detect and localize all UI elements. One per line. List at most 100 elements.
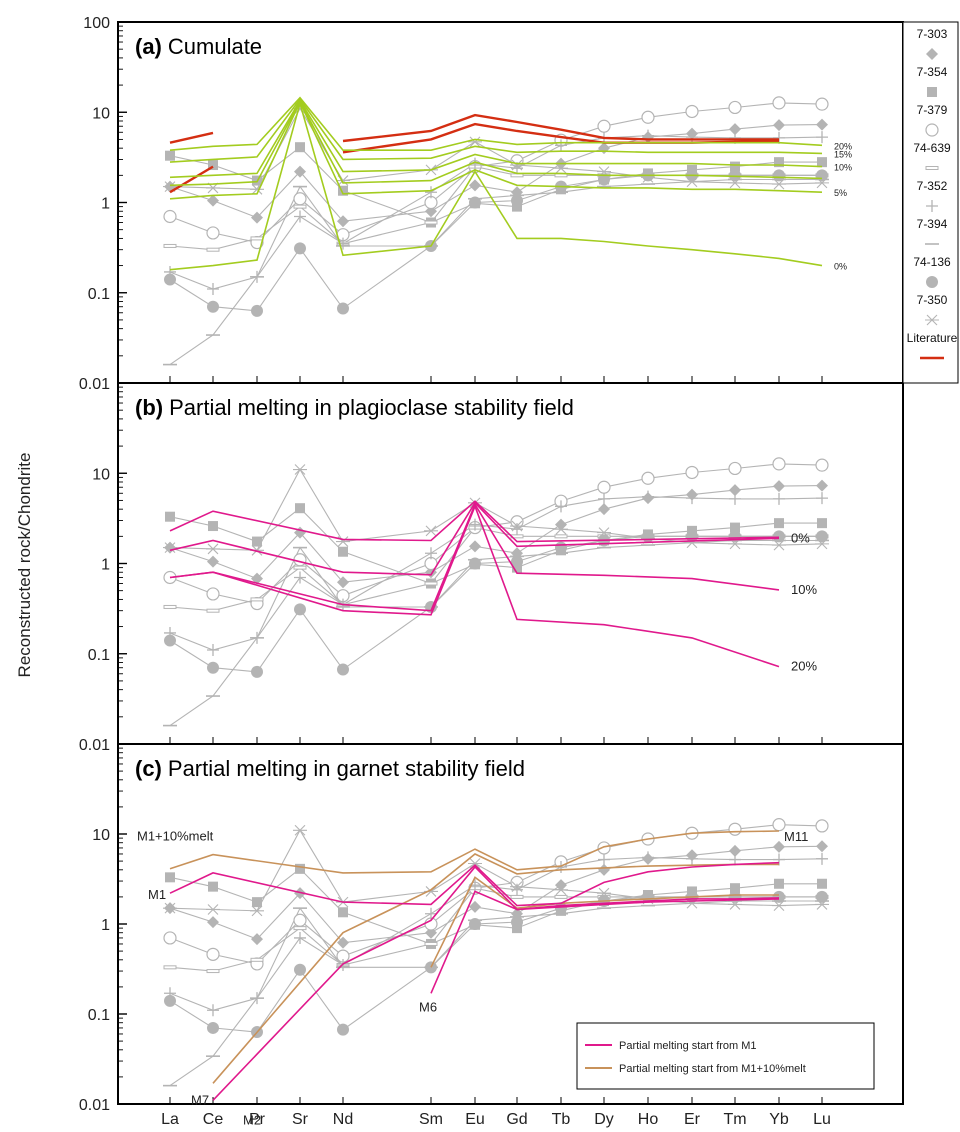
sample-point-7-352 <box>425 907 437 920</box>
sample-point-7-303 <box>773 480 785 493</box>
sample-legend-marker <box>925 166 939 170</box>
sample-point-74-136 <box>555 541 567 554</box>
model-legend-box <box>576 1022 875 1090</box>
y-tick-label: 100 <box>83 15 110 32</box>
panel-b: 10 1 0.1 0.01 0% 10% 20% (b) Partial melting in … <box>79 382 904 754</box>
sample-point-7-303 <box>816 840 828 853</box>
sample-point-74-136 <box>164 273 176 286</box>
panel-c: 10 1 0.1 0.01 M1+10%melt M1 M11 M6 M7 M2 Partial m… <box>79 743 904 1127</box>
sample-point-7-354 <box>338 185 348 196</box>
model-line-20% <box>169 96 823 151</box>
sample-point-7-354 <box>512 923 522 934</box>
sample-point-74-136 <box>642 890 654 903</box>
sample-point-7-352 <box>816 492 828 505</box>
model-line-5% <box>169 100 823 200</box>
sample-point-7-379 <box>728 822 742 836</box>
sample-point-7-350 <box>554 523 568 535</box>
sample-point-74-136 <box>511 194 523 207</box>
sample-point-7-354 <box>208 881 218 892</box>
sample-point-7-303 <box>207 916 219 929</box>
sample-point-7-352 <box>207 644 219 657</box>
sample-point-7-350 <box>597 887 611 899</box>
sample-point-7-350 <box>510 881 524 893</box>
sample-legend-label: 74-136 <box>913 255 951 269</box>
sample-point-74-639 <box>424 581 438 586</box>
sample-point-7-352 <box>469 518 481 531</box>
sample-point-7-379 <box>163 931 177 945</box>
sample-point-7-350 <box>597 527 611 538</box>
sample-legend-label: 7-350 <box>917 293 948 307</box>
sample-point-7-379 <box>641 110 655 124</box>
sample-point-7-303 <box>598 503 610 516</box>
sample-point-7-352 <box>686 492 698 505</box>
y-tick-label: 1 <box>101 557 110 574</box>
sample-legend-label: 74-639 <box>913 141 951 155</box>
sample-point-7-303 <box>207 194 219 207</box>
sample-point-74-639 <box>424 941 438 946</box>
sample-legend-label: 7-352 <box>917 179 948 193</box>
model-legend: Partial melting start from M1 Partial mel… <box>576 1022 875 1090</box>
sample-point-7-350 <box>293 464 307 475</box>
sample-point-7-303 <box>469 900 481 913</box>
sample-point-7-303 <box>598 142 610 155</box>
y-tick-label: 1 <box>101 196 110 213</box>
sample-point-7-303 <box>773 119 785 132</box>
sample-point-74-136 <box>816 169 828 182</box>
sample-point-74-136 <box>469 557 481 570</box>
sample-point-7-354 <box>817 157 827 168</box>
sample-point-7-352 <box>642 851 654 864</box>
panel-a: 100 10 1 0.1 0.01 20%15% 10% 5% 0% (a) Cumulate <box>79 15 904 393</box>
sample-point-7-303 <box>729 844 741 857</box>
sample-point-7-350 <box>641 171 655 183</box>
sample-point-7-354 <box>730 522 740 533</box>
annotation-label: M11 <box>784 829 808 844</box>
model-label: 20% <box>834 141 852 151</box>
sample-point-74-136 <box>164 634 176 647</box>
panel-title: (c) Partial melting in garnet stability f… <box>135 756 525 781</box>
sample-point-7-352 <box>729 853 741 866</box>
sample-point-7-354 <box>208 521 218 532</box>
sample-point-7-354 <box>252 897 262 908</box>
sample-point-7-350 <box>206 543 220 555</box>
annotation-label: M7 <box>191 1092 209 1107</box>
sample-point-7-354 <box>774 518 784 529</box>
sample-point-7-303 <box>207 555 219 568</box>
sample-point-7-352 <box>511 523 523 536</box>
sample-point-74-136 <box>773 169 785 182</box>
sample-point-7-352 <box>816 131 828 144</box>
model-label: 20% <box>791 659 817 674</box>
sample-point-7-379 <box>728 461 742 476</box>
x-tick-label: Ce <box>203 1111 224 1128</box>
model-line-5 <box>430 890 780 994</box>
sample-point-74-136 <box>294 242 306 255</box>
sample-point-7-379 <box>424 195 438 210</box>
sample-point-7-350 <box>554 884 568 896</box>
sample-point-7-354 <box>252 536 262 547</box>
y-tick-label: 0.1 <box>88 647 110 664</box>
sample-point-7-352 <box>555 139 567 152</box>
sample-point-7-303 <box>773 840 785 853</box>
sample-point-74-136 <box>511 916 523 929</box>
sample-point-74-136 <box>207 300 219 313</box>
sample-point-74-136 <box>337 1023 349 1036</box>
x-tick-label: Sm <box>419 1111 443 1128</box>
sample-point-74-136 <box>294 963 306 976</box>
sample-point-7-352 <box>207 1004 219 1017</box>
x-tick-label: Dy <box>594 1111 614 1128</box>
sample-point-74-639 <box>293 926 307 931</box>
annotation-label: M6 <box>419 999 437 1014</box>
sample-point-74-639 <box>250 597 264 602</box>
sample-legend-marker <box>925 123 939 137</box>
x-tick-label: Sr <box>292 1111 309 1128</box>
sample-point-7-350 <box>815 899 829 910</box>
sample-point-7-352 <box>294 210 306 223</box>
sample-series <box>163 457 829 727</box>
y-axis-label: Reconstructed rock/Chondrite <box>15 453 34 678</box>
sample-point-74-136 <box>294 603 306 616</box>
sample-point-7-303 <box>251 211 263 224</box>
sample-point-7-354 <box>512 201 522 212</box>
sample-point-7-352 <box>294 931 306 944</box>
literature-line <box>342 113 779 143</box>
sample-point-7-350 <box>206 904 220 915</box>
x-tick-label: Lu <box>813 1111 831 1128</box>
